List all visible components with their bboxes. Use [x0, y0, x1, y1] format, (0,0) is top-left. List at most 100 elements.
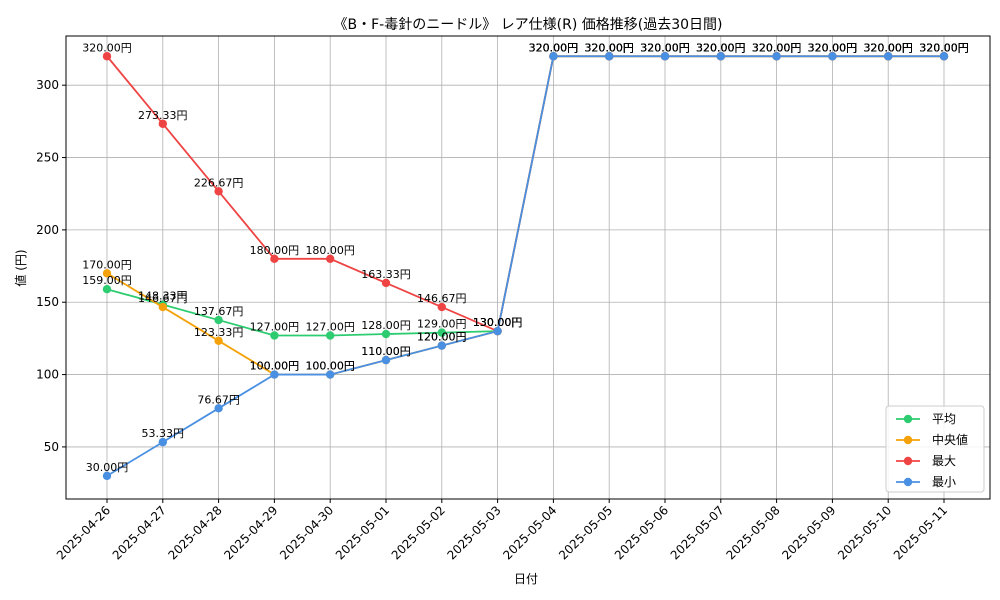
data-label: 53.33円	[142, 427, 185, 440]
data-point	[381, 278, 391, 288]
data-label: 100.00円	[250, 360, 300, 373]
data-point	[102, 471, 112, 481]
x-tick-label: 2025-05-04	[500, 503, 559, 562]
data-label: 130.00円	[473, 316, 523, 329]
data-label: 137.67円	[194, 305, 244, 318]
data-point	[437, 328, 446, 337]
data-label: 320.00円	[696, 41, 746, 54]
data-label: 320.00円	[640, 41, 690, 54]
x-tick-label: 2025-04-27	[110, 503, 169, 562]
legend-label: 中央値	[932, 432, 968, 447]
data-label: 320.00円	[752, 41, 802, 54]
legend-label: 最小	[932, 475, 956, 489]
data-point	[605, 52, 614, 61]
data-point	[102, 52, 112, 61]
series-最小	[102, 52, 949, 481]
y-axis-title: 値 (円)	[13, 249, 28, 286]
x-tick-label: 2025-05-07	[668, 503, 727, 562]
x-tick-label: 2025-05-03	[445, 503, 504, 562]
legend-marker	[903, 456, 913, 466]
data-label: 320.00円	[640, 41, 690, 54]
y-tick-label: 200	[36, 223, 59, 237]
data-label: 273.33円	[138, 109, 188, 122]
data-point	[326, 370, 335, 379]
series-line	[106, 55, 944, 477]
data-label: 320.00円	[584, 41, 634, 54]
data-label: 180.00円	[305, 244, 355, 257]
data-point	[772, 52, 781, 61]
x-tick-label: 2025-05-10	[835, 503, 894, 562]
data-label: 100.00円	[305, 360, 355, 373]
data-label: 130.00円	[473, 316, 523, 329]
data-label: 148.33円	[138, 290, 188, 303]
data-point	[158, 437, 167, 447]
data-point	[884, 52, 893, 61]
data-label: 320.00円	[919, 41, 969, 54]
data-label: 127.00円	[250, 321, 300, 334]
data-label: 320.00円	[808, 41, 858, 54]
y-tick-label: 250	[36, 151, 59, 165]
x-tick-label: 2025-05-09	[779, 503, 838, 562]
data-point	[381, 355, 391, 365]
data-point	[549, 52, 558, 61]
data-label: 110.00円	[361, 345, 411, 358]
x-tick-label: 2025-05-08	[724, 503, 783, 562]
data-label: 320.00円	[696, 41, 746, 54]
data-point	[270, 254, 279, 264]
x-tick-label: 2025-04-26	[54, 503, 113, 562]
data-point	[214, 187, 223, 196]
data-point	[437, 302, 446, 312]
data-label: 320.00円	[863, 41, 913, 54]
x-tick-label: 2025-05-01	[333, 503, 392, 562]
data-label: 320.00円	[808, 41, 858, 54]
data-label: 320.00円	[696, 41, 746, 54]
data-label: 120.00円	[417, 331, 467, 344]
data-point	[326, 331, 335, 340]
data-label: 226.67円	[194, 176, 244, 189]
x-tick-label: 2025-05-05	[556, 503, 615, 562]
data-label: 320.00円	[919, 41, 969, 54]
data-point	[660, 52, 670, 61]
data-point	[828, 52, 837, 61]
y-tick-label: 300	[36, 78, 59, 92]
data-label: 320.00円	[529, 41, 579, 54]
legend-label: 平均	[932, 412, 956, 426]
data-point	[102, 269, 112, 278]
data-label: 320.00円	[919, 41, 969, 54]
data-label: 320.00円	[640, 41, 690, 54]
data-label: 128.00円	[361, 319, 411, 332]
plot-frame	[65, 35, 991, 500]
data-label: 320.00円	[529, 41, 579, 54]
data-label: 320.00円	[584, 41, 634, 54]
data-label: 320.00円	[863, 41, 913, 54]
data-label: 127.00円	[305, 321, 355, 334]
legend-label: 最大	[932, 454, 956, 468]
data-point	[158, 119, 167, 128]
data-label: 320.00円	[584, 41, 634, 54]
data-label: 159.00円	[82, 274, 132, 287]
data-label: 130.00円	[473, 316, 523, 329]
data-label: 320.00円	[919, 41, 969, 54]
data-point	[270, 331, 279, 340]
data-label: 110.00円	[361, 345, 411, 358]
data-label: 320.00円	[529, 41, 579, 54]
legend-marker	[903, 414, 913, 424]
x-tick-label: 2025-05-11	[891, 503, 950, 562]
data-label: 129.00円	[417, 318, 467, 331]
x-tick-label: 2025-05-06	[612, 503, 671, 562]
data-label: 120.00円	[417, 331, 467, 344]
data-point	[381, 329, 391, 339]
data-point	[214, 404, 223, 413]
data-label: 130.00円	[473, 316, 523, 329]
y-tick-label: 100	[36, 368, 59, 382]
data-label: 320.00円	[640, 41, 690, 54]
legend-box	[885, 405, 985, 493]
data-point	[716, 52, 725, 61]
x-tick-label: 2025-04-29	[221, 503, 280, 562]
data-label: 76.67円	[197, 393, 240, 406]
data-label: 320.00円	[82, 41, 132, 54]
data-label: 30.00円	[86, 461, 129, 474]
x-tick-label: 2025-04-28	[166, 503, 225, 562]
data-label: 180.00円	[250, 244, 300, 257]
